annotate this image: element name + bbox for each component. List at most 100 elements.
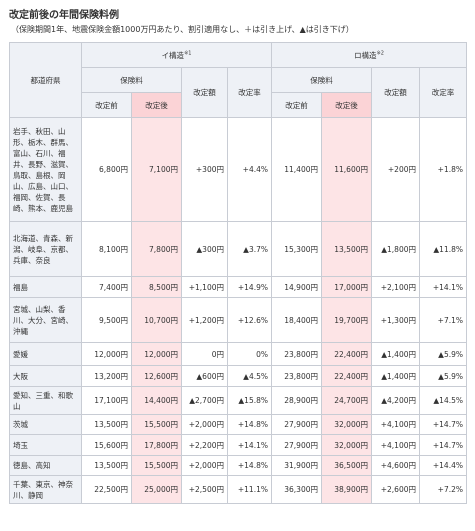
header-row: 改定前 改定後 改定前 改定後 bbox=[10, 92, 467, 118]
value-cell: ▲15.8% bbox=[227, 386, 272, 415]
value-cell: ▲5.9% bbox=[419, 342, 467, 366]
value-cell: ▲4,200円 bbox=[371, 386, 420, 415]
value-cell: +14.7% bbox=[419, 434, 467, 456]
region-cell: 大阪 bbox=[9, 365, 82, 387]
group-label: ロ構造 bbox=[354, 50, 377, 60]
region-cell: 宮城、山梨、香川、大分、宮崎、沖縄 bbox=[9, 297, 82, 343]
region-cell: 茨城 bbox=[9, 414, 82, 435]
value-cell: +1,200円 bbox=[181, 297, 228, 343]
value-cell: 24,700円 bbox=[321, 386, 372, 415]
value-cell: 22,400円 bbox=[321, 365, 372, 387]
value-cell: 31,900円 bbox=[271, 455, 322, 476]
subtitle: （保険期間1年、地震保険金額1000万円あたり、割引適用なし、＋は引き上げ、▲は… bbox=[11, 25, 354, 34]
header-row: 保険料 改定額 改定率 保険料 改定額 改定率 bbox=[10, 67, 467, 118]
value-cell: 7,400円 bbox=[81, 276, 132, 298]
premium-table: 都道府県 イ構造※1 ロ構造※2 保険料 改定額 改定率 保険料 改定額 改定率 改定前 改定後 改定… bbox=[9, 42, 467, 504]
value-cell: +2,000円 bbox=[181, 414, 228, 435]
group-label: イ構造 bbox=[161, 50, 185, 60]
region-cell: 岩手、秋田、山形、栃木、群馬、富山、石川、福井、長野、滋賀、鳥取、島根、岡山、広… bbox=[9, 117, 82, 222]
value-cell: 19,700円 bbox=[321, 297, 372, 343]
value-cell: 32,000円 bbox=[321, 414, 372, 435]
value-cell: 14,900円 bbox=[271, 276, 322, 298]
value-cell: 17,100円 bbox=[81, 386, 132, 415]
value-cell: 22,500円 bbox=[81, 475, 132, 504]
value-cell: +2,200円 bbox=[181, 434, 228, 456]
value-cell: 8,500円 bbox=[131, 276, 182, 298]
value-cell: 27,900円 bbox=[271, 434, 322, 456]
sub-header: 改定率 bbox=[419, 67, 467, 118]
premium-header: 改定後 bbox=[131, 92, 182, 118]
value-cell: 17,800円 bbox=[131, 434, 182, 456]
value-cell: 17,000円 bbox=[321, 276, 372, 298]
value-cell: ▲5.9% bbox=[419, 365, 467, 387]
value-cell: +11.1% bbox=[227, 475, 272, 504]
value-cell: 27,900円 bbox=[271, 414, 322, 435]
value-cell: 22,400円 bbox=[321, 342, 372, 366]
table-row: 北海道、青森、新潟、岐阜、京都、兵庫、奈良 8,100円 7,800円 ▲300円 ▲3… bbox=[9, 221, 467, 277]
value-cell: 13,200円 bbox=[81, 365, 132, 387]
group-header: イ構造※1 bbox=[81, 42, 272, 68]
page: 改定前後の年間保険料例 （保険期間1年、地震保険金額1000万円あたり、割引適用… bbox=[9, 10, 467, 504]
value-cell: +14.7% bbox=[419, 414, 467, 435]
value-cell: ▲14.5% bbox=[419, 386, 467, 415]
table-row: 岩手、秋田、山形、栃木、群馬、富山、石川、福井、長野、滋賀、鳥取、島根、岡山、広… bbox=[9, 117, 467, 222]
table-row: 千葉、東京、神奈川、静岡 22,500円 25,000円 +2,500円 +11.1% 3… bbox=[9, 475, 467, 504]
value-cell: 36,300円 bbox=[271, 475, 322, 504]
region-cell: 埼玉 bbox=[9, 434, 82, 456]
value-cell: 0円 bbox=[181, 342, 228, 366]
value-cell: ▲11.8% bbox=[419, 221, 467, 277]
value-cell: 11,600円 bbox=[321, 117, 372, 222]
value-cell: ▲4.5% bbox=[227, 365, 272, 387]
value-cell: 0% bbox=[227, 342, 272, 366]
value-cell: +2,000円 bbox=[181, 455, 228, 476]
value-cell: +1,300円 bbox=[371, 297, 420, 343]
title: 改定前後の年間保険料例 bbox=[9, 10, 119, 21]
value-cell: ▲3.7% bbox=[227, 221, 272, 277]
value-cell: ▲1,800円 bbox=[371, 221, 420, 277]
value-cell: ▲300円 bbox=[181, 221, 228, 277]
value-cell: 15,500円 bbox=[131, 455, 182, 476]
value-cell: 7,800円 bbox=[131, 221, 182, 277]
value-cell: 36,500円 bbox=[321, 455, 372, 476]
value-cell: +1.8% bbox=[419, 117, 467, 222]
premium-header: 改定前 bbox=[81, 92, 132, 118]
region-cell: 福島 bbox=[9, 276, 82, 298]
value-cell: ▲1,400円 bbox=[371, 365, 420, 387]
value-cell: 18,400円 bbox=[271, 297, 322, 343]
value-cell: +14.8% bbox=[227, 414, 272, 435]
region-cell: 徳島、高知 bbox=[9, 455, 82, 476]
table-row: 宮城、山梨、香川、大分、宮崎、沖縄 9,500円 10,700円 +1,200円 +12… bbox=[9, 297, 467, 343]
value-cell: +14.1% bbox=[227, 434, 272, 456]
value-cell: 15,300円 bbox=[271, 221, 322, 277]
table-row: 福島 7,400円 8,500円 +1,100円 +14.9% 14,900円 17,000… bbox=[9, 276, 467, 298]
region-cell: 北海道、青森、新潟、岐阜、京都、兵庫、奈良 bbox=[9, 221, 82, 277]
value-cell: +14.4% bbox=[419, 455, 467, 476]
value-cell: +4.4% bbox=[227, 117, 272, 222]
value-cell: 23,800円 bbox=[271, 365, 322, 387]
value-cell: 13,500円 bbox=[321, 221, 372, 277]
premium-header: 改定前 bbox=[271, 92, 322, 118]
value-cell: +14.9% bbox=[227, 276, 272, 298]
table-row: 茨城 13,500円 15,500円 +2,000円 +14.8% 27,900円 32,0… bbox=[9, 414, 467, 435]
table-row: 埼玉 15,600円 17,800円 +2,200円 +14.1% 27,900円 32,0… bbox=[9, 434, 467, 456]
value-cell: 28,900円 bbox=[271, 386, 322, 415]
region-cell: 愛媛 bbox=[9, 342, 82, 366]
value-cell: 12,000円 bbox=[131, 342, 182, 366]
value-cell: 25,000円 bbox=[131, 475, 182, 504]
value-cell: 7,100円 bbox=[131, 117, 182, 222]
table-row: 愛媛 12,000円 12,000円 0円 0% 23,800円 22,400円 ▲1,400… bbox=[9, 342, 467, 366]
value-cell: 12,000円 bbox=[81, 342, 132, 366]
table-row: 大阪 13,200円 12,600円 ▲600円 ▲4.5% 23,800円 22,400円… bbox=[9, 365, 467, 387]
value-cell: 9,500円 bbox=[81, 297, 132, 343]
value-cell: +4,100円 bbox=[371, 434, 420, 456]
value-cell: 13,500円 bbox=[81, 455, 132, 476]
value-cell: ▲2,700円 bbox=[181, 386, 228, 415]
value-cell: +12.6% bbox=[227, 297, 272, 343]
value-cell: 38,900円 bbox=[321, 475, 372, 504]
value-cell: +2,500円 bbox=[181, 475, 228, 504]
table-row: 徳島、高知 13,500円 15,500円 +2,000円 +14.8% 31,900円 3… bbox=[9, 455, 467, 476]
group-header: ロ構造※2 bbox=[271, 42, 467, 68]
value-cell: +4,100円 bbox=[371, 414, 420, 435]
premium-header: 改定後 bbox=[321, 92, 372, 118]
value-cell: 15,600円 bbox=[81, 434, 132, 456]
